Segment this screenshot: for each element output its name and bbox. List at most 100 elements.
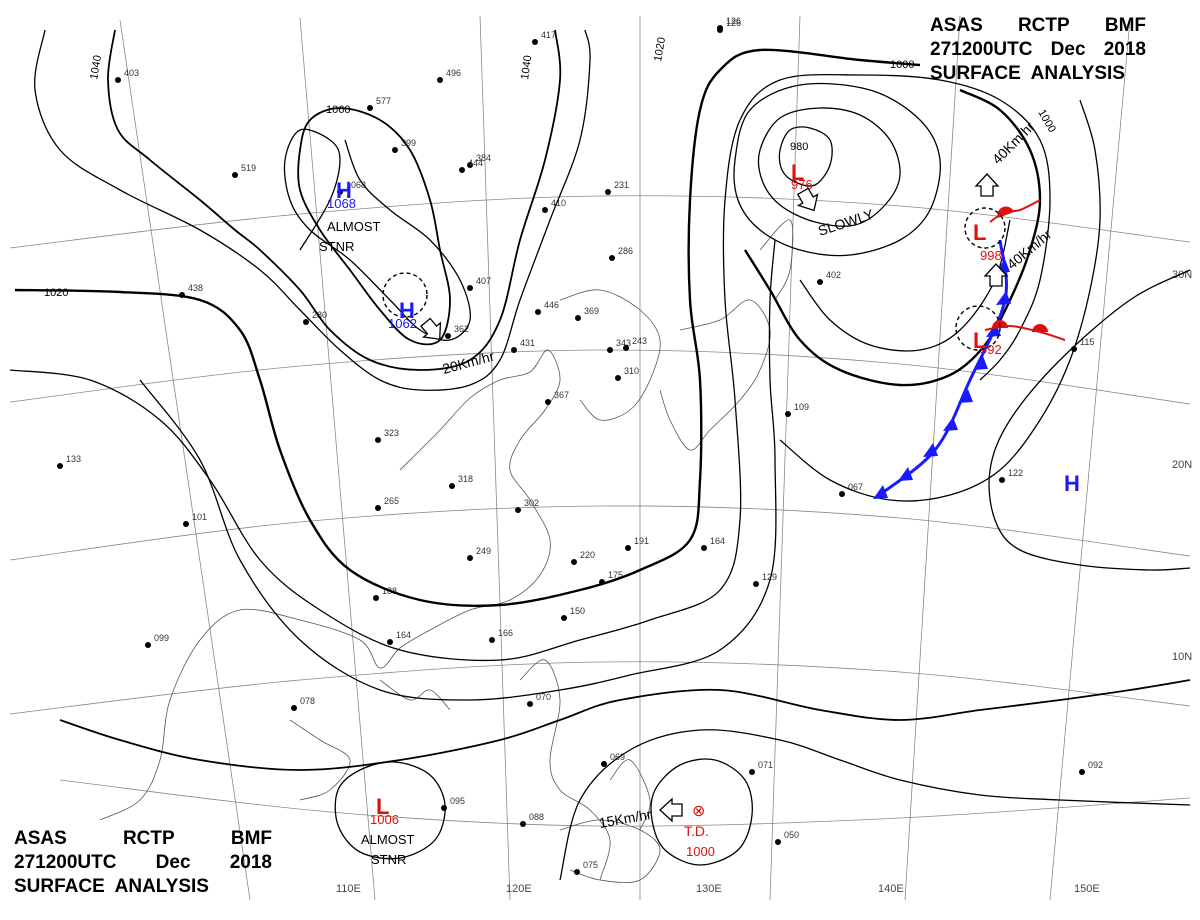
station-plot: 164 [701, 536, 725, 551]
station-value: 407 [476, 276, 491, 286]
center-value: 1062 [388, 316, 417, 331]
cold-front-triangle [958, 389, 973, 403]
station-plot: 1068 [337, 180, 366, 195]
isobar-label: 1020 [44, 287, 68, 299]
station-marker [817, 279, 823, 285]
station-plot: 302 [515, 498, 539, 513]
station-marker [749, 769, 755, 775]
station-marker [753, 581, 759, 587]
center-type: L [791, 160, 804, 185]
isobar-line [283, 128, 471, 341]
isobar-label: 1000 [1035, 108, 1058, 135]
cold-front-triangle [873, 485, 888, 499]
warm-front-bulge [1032, 324, 1048, 332]
station-plot: 402 [817, 270, 841, 285]
station-plot: 075 [574, 860, 598, 875]
station-plot: 126 [717, 16, 741, 31]
isobar-line [559, 729, 1191, 881]
station-plot: 318 [449, 474, 473, 489]
station-value: 402 [826, 270, 841, 280]
longitude-line [1049, 19, 1131, 901]
center-type: H [336, 178, 352, 203]
latitude-line [9, 505, 1191, 561]
station-value: 095 [450, 796, 465, 806]
station-marker [459, 167, 465, 173]
station-plot: 343 [607, 338, 631, 353]
motion-speed: 40Km/hr [989, 118, 1038, 167]
isobar-line [988, 269, 1191, 571]
motion-arrow-icon [796, 187, 819, 212]
station-plot: 369 [575, 306, 599, 321]
coastline [609, 759, 651, 831]
isobar-label: 1000 [890, 59, 914, 71]
station-value: 403 [124, 68, 139, 78]
center-type: L [973, 220, 986, 245]
station-value: 069 [610, 752, 625, 762]
isobar-line [9, 73, 1051, 662]
longitude-line [769, 15, 801, 901]
station-value: 175 [608, 570, 623, 580]
station-value: 109 [794, 402, 809, 412]
motion-note: STNR [319, 239, 354, 254]
station-marker [839, 491, 845, 497]
station-marker [535, 309, 541, 315]
station-value: 318 [458, 474, 473, 484]
motion-note: ALMOST [361, 832, 415, 847]
station-value: 444 [468, 158, 483, 168]
motion-arrow-icon [659, 797, 683, 823]
month-label: Dec [155, 852, 191, 873]
center-type: H [1064, 471, 1080, 496]
station-plot: 496 [437, 68, 461, 83]
isobar-line [778, 126, 833, 187]
station-plot: 384 [467, 153, 491, 168]
coastline [379, 679, 451, 711]
latitude-line [59, 779, 1191, 827]
station-plot: 092 [1079, 760, 1103, 775]
isobar-line [733, 82, 941, 257]
motion-arrow-icon [974, 173, 1000, 197]
latitude-line [9, 349, 1191, 405]
station-marker [511, 347, 517, 353]
station-plot: 519 [232, 163, 256, 178]
agency-label: ASAS [930, 15, 983, 36]
station-plot: 099 [145, 633, 169, 648]
high-pressure-center: H [1064, 471, 1080, 496]
station-plot: 133 [57, 454, 81, 469]
station-value: 075 [583, 860, 598, 870]
product-label: BMF [230, 828, 272, 849]
station-marker [601, 761, 607, 767]
longitude-label: 140E [878, 883, 904, 895]
station-value: 249 [476, 546, 491, 556]
center-type: H [399, 298, 415, 323]
latitude-line [9, 195, 1191, 249]
station-plot: 265 [375, 496, 399, 511]
time-label: 271200UTC [930, 39, 1033, 60]
station-marker [387, 639, 393, 645]
station-plot: 078 [291, 696, 315, 711]
isobars: 1040 1040 1060 1020 1020 980 1000 1000 [9, 29, 1191, 881]
isobar-line [139, 239, 777, 701]
cold-front-triangle [973, 356, 988, 370]
motion-speed: 40Km/hr [1004, 226, 1055, 272]
station-value: 399 [401, 138, 416, 148]
station-value: 126 [726, 18, 741, 28]
station-value: 071 [758, 760, 773, 770]
center-value: 1006 [370, 812, 399, 827]
station-value: 092 [1088, 760, 1103, 770]
station-value: 438 [188, 283, 203, 293]
station-value: 369 [584, 306, 599, 316]
station-plot: 164 [387, 630, 411, 645]
station-value: 050 [784, 830, 799, 840]
isobar-line [757, 107, 901, 227]
station-plot: 088 [520, 812, 544, 827]
station-value: 150 [570, 606, 585, 616]
station-plot: 431 [511, 338, 535, 353]
isobar-line [650, 758, 753, 866]
isobar-line [743, 88, 1042, 387]
station-plot: 191 [625, 536, 649, 551]
isobar-line [297, 107, 451, 346]
station-marker [574, 869, 580, 875]
